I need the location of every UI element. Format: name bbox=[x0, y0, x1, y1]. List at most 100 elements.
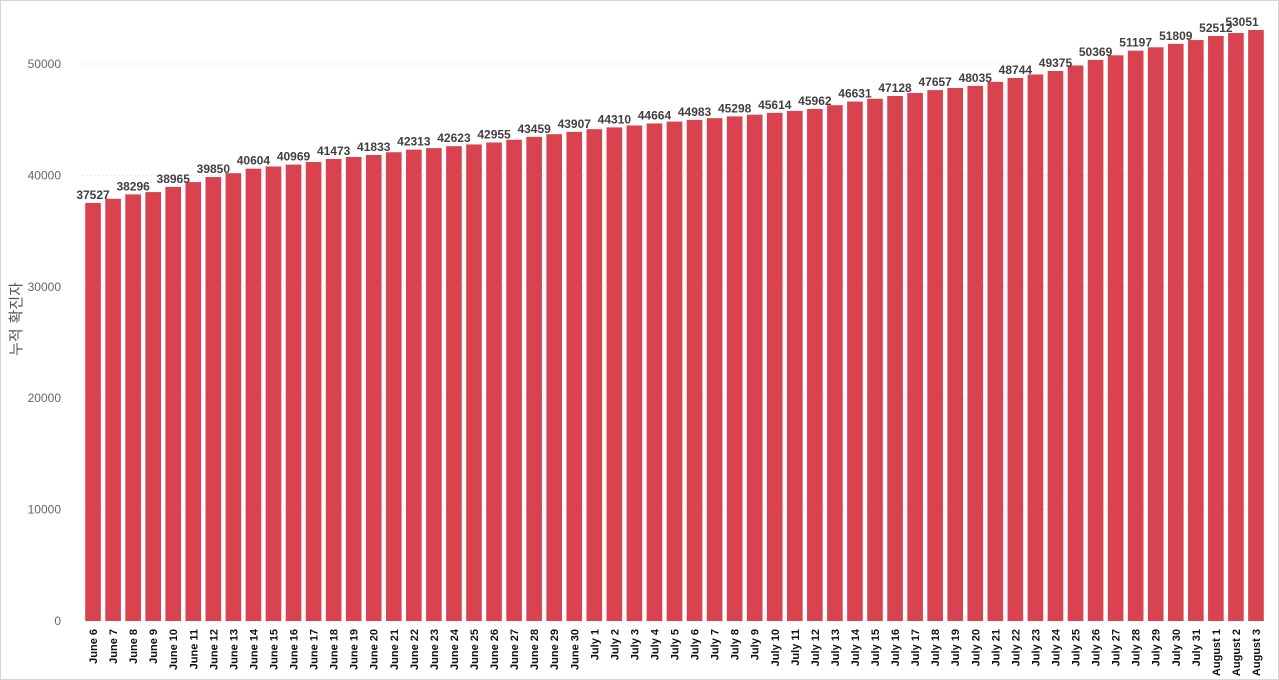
bar bbox=[125, 194, 141, 621]
bar bbox=[867, 98, 883, 621]
x-tick-label: July 16 bbox=[890, 629, 902, 666]
x-tick-label: July 3 bbox=[629, 629, 641, 660]
bar bbox=[486, 142, 502, 622]
x-tick-label: June 28 bbox=[529, 629, 541, 670]
y-axis-ticks: 0 10000 20000 30000 40000 50000 bbox=[28, 57, 62, 628]
data-label: 45298 bbox=[718, 101, 752, 115]
x-tick-label: July 2 bbox=[609, 629, 621, 660]
x-tick-label: June 15 bbox=[268, 629, 280, 670]
y-tick-label: 50000 bbox=[28, 57, 62, 71]
bar bbox=[165, 186, 182, 621]
data-label: 40969 bbox=[277, 150, 311, 164]
x-tick-label: June 24 bbox=[449, 628, 461, 670]
bar bbox=[185, 182, 202, 621]
bar bbox=[1067, 65, 1084, 621]
data-label: 42623 bbox=[437, 131, 471, 145]
x-tick-label: June 20 bbox=[369, 629, 381, 670]
bar bbox=[305, 162, 322, 621]
x-tick-label: July 11 bbox=[790, 629, 802, 666]
bar bbox=[586, 129, 603, 622]
bar bbox=[1047, 70, 1064, 621]
bar bbox=[927, 90, 943, 622]
y-axis-label: 누적 확진자 bbox=[7, 282, 25, 356]
data-label: 44983 bbox=[678, 105, 712, 119]
bar bbox=[1188, 40, 1204, 622]
bar bbox=[1248, 30, 1264, 621]
y-tick-label: 20000 bbox=[28, 391, 62, 405]
x-tick-label: July 10 bbox=[770, 629, 782, 666]
data-label: 41833 bbox=[357, 140, 391, 154]
x-tick-label: July 4 bbox=[649, 628, 661, 660]
data-label: 45614 bbox=[758, 98, 792, 112]
x-tick-label: July 18 bbox=[930, 629, 942, 666]
data-label: 43907 bbox=[558, 117, 592, 131]
bar bbox=[205, 177, 222, 621]
data-label: 47128 bbox=[878, 81, 912, 95]
x-tick-label: August 2 bbox=[1231, 629, 1243, 676]
data-label: 42313 bbox=[397, 135, 431, 149]
x-tick-label: July 25 bbox=[1071, 629, 1083, 666]
x-tick-label: July 1 bbox=[589, 629, 601, 660]
data-label: 49375 bbox=[1039, 56, 1073, 70]
data-label: 51809 bbox=[1159, 29, 1193, 43]
x-tick-label: June 25 bbox=[469, 629, 481, 670]
bar bbox=[1147, 47, 1164, 622]
bar bbox=[506, 139, 522, 621]
data-label: 46631 bbox=[838, 87, 872, 101]
x-tick-label: June 8 bbox=[128, 629, 140, 664]
x-tick-label: June 10 bbox=[168, 629, 180, 670]
x-tick-label: June 22 bbox=[409, 629, 421, 670]
bar bbox=[907, 92, 923, 621]
x-axis-ticks: June 6 June 7 June 8 June 9 June 10 June 11 Ju… bbox=[88, 628, 1263, 676]
bar bbox=[325, 158, 342, 622]
bar bbox=[646, 123, 663, 621]
x-tick-label: June 23 bbox=[429, 629, 441, 670]
x-tick-label: July 27 bbox=[1111, 629, 1123, 666]
y-tick-label: 10000 bbox=[28, 503, 62, 517]
bar bbox=[706, 118, 723, 621]
x-tick-label: June 27 bbox=[509, 629, 521, 670]
bar bbox=[766, 112, 783, 622]
bar bbox=[746, 114, 763, 621]
x-tick-label: June 26 bbox=[489, 629, 501, 670]
bar bbox=[265, 166, 282, 622]
bar bbox=[1228, 33, 1244, 621]
data-label: 38965 bbox=[157, 172, 191, 186]
bar bbox=[225, 173, 242, 622]
bar bbox=[1107, 55, 1124, 622]
data-label: 38296 bbox=[116, 179, 150, 193]
x-tick-label: June 7 bbox=[108, 629, 120, 664]
x-tick-label: June 19 bbox=[349, 629, 361, 670]
bar bbox=[145, 192, 161, 622]
bar bbox=[626, 125, 643, 622]
x-tick-label: July 23 bbox=[1030, 629, 1042, 666]
data-label: 44664 bbox=[638, 108, 672, 122]
data-label: 53051 bbox=[1225, 15, 1259, 29]
x-tick-label: June 21 bbox=[389, 629, 401, 670]
data-label: 51197 bbox=[1119, 36, 1152, 50]
data-labels: 37527 38296 38965 39850 40604 40969 41473 41833… bbox=[76, 15, 1259, 202]
x-tick-label: July 26 bbox=[1091, 629, 1103, 666]
bar bbox=[1087, 59, 1104, 621]
bar bbox=[666, 121, 683, 621]
bar bbox=[365, 154, 382, 622]
x-tick-label: July 8 bbox=[730, 629, 742, 660]
bar bbox=[1208, 36, 1224, 621]
data-label: 44310 bbox=[598, 112, 632, 126]
y-tick-label: 30000 bbox=[28, 280, 62, 294]
x-tick-label: July 17 bbox=[910, 629, 922, 666]
data-label: 48744 bbox=[999, 63, 1033, 77]
bar bbox=[887, 95, 903, 622]
x-tick-label: June 13 bbox=[228, 629, 240, 670]
x-tick-label: June 30 bbox=[569, 629, 581, 670]
y-tick-label: 40000 bbox=[28, 168, 62, 182]
data-label: 48035 bbox=[959, 71, 993, 85]
data-label: 45962 bbox=[798, 94, 832, 108]
bar bbox=[245, 168, 262, 622]
x-tick-label: August 3 bbox=[1251, 629, 1263, 676]
bar bbox=[566, 131, 583, 621]
x-tick-label: June 18 bbox=[329, 629, 341, 670]
bar bbox=[807, 108, 823, 622]
bar bbox=[1127, 50, 1144, 622]
